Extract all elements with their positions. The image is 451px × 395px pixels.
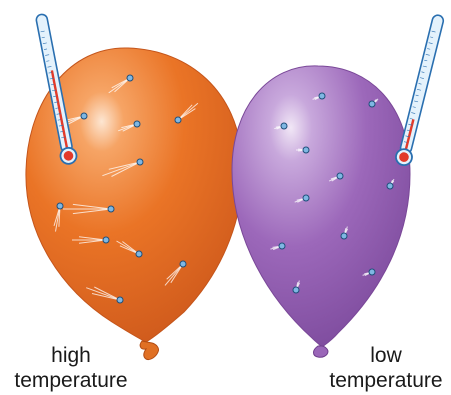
gas-particle-icon [280,122,288,130]
cold-particle-6 [386,178,395,190]
gas-particle-icon [336,172,344,180]
low-temperature-label: low temperature [316,343,451,393]
cold-particle-1 [312,92,326,101]
hot-motion-streak [177,102,199,121]
hot-particles [53,74,199,304]
hot-motion-streak [94,286,121,301]
gas-particle-icon [80,112,88,120]
gas-particle-icon [135,250,143,258]
cold-balloon-knot [313,345,329,358]
cold-particle-9 [270,242,286,251]
cold-balloon [231,65,411,358]
cold-particle-11 [292,280,301,294]
hot-particle-5 [102,158,144,177]
low-temperature-label-line2: temperature [329,369,443,392]
gas-particle-icon [126,74,134,82]
gas-particle-icon [302,194,310,202]
hot-motion-streak [86,287,121,301]
hot-particle-10 [164,260,187,286]
right-thermometer-icon [395,14,445,167]
cold-balloon-body [231,65,411,348]
high-temperature-label-line1: high [51,344,91,367]
hot-balloon-knot [139,340,159,360]
hot-motion-streak [108,77,131,94]
gas-particle-icon [102,236,110,244]
hot-motion-streak [111,161,141,177]
cold-particle-4 [296,146,310,154]
hot-motion-streak [164,263,184,286]
gas-particle-icon [340,232,348,240]
hot-motion-streak [72,208,112,215]
gas-particle-icon [278,242,286,250]
hot-motion-streak [78,239,107,244]
gas-particle-icon [174,116,182,124]
left-thermometer-icon [35,13,78,165]
cold-particle-5 [328,172,344,182]
gas-particle-icon [292,286,300,294]
hot-particle-7 [63,203,115,215]
high-temperature-label-line2: temperature [14,369,128,392]
high-temperature-label: high temperature [1,343,141,393]
gas-particle-icon [116,296,124,304]
hot-motion-streak [91,293,121,301]
hot-particle-1 [108,74,134,94]
gas-particle-icon [107,205,115,213]
hot-particle-6 [53,202,64,232]
gas-particle-icon [302,146,310,154]
gas-particle-icon [56,202,64,210]
cold-particle-10 [362,268,376,277]
gas-particle-icon [318,92,326,100]
hot-motion-streak [170,263,184,284]
hot-particle-8 [72,236,110,244]
hot-motion-streak [102,161,141,177]
hot-motion-streak [55,205,61,232]
gas-particle-icon [133,120,141,128]
gas-particle-icon [386,182,394,190]
cold-particle-7 [294,194,310,203]
hot-motion-streak [108,161,141,170]
cold-particles [270,92,395,294]
hot-particle-11 [86,286,124,304]
hot-motion-streak [72,203,112,210]
gas-particle-icon [368,100,376,108]
hot-particle-3 [118,120,141,132]
gas-particle-icon [368,268,376,276]
hot-motion-streak [78,236,107,241]
hot-particle-2 [63,112,88,125]
hot-particle-4 [174,102,199,124]
hot-motion-streak [116,240,140,255]
gas-particle-icon [179,260,187,268]
cold-particle-2 [368,98,379,108]
gas-particle-icon [136,158,144,166]
low-temperature-label-line1: low [370,344,402,367]
cold-particle-8 [340,226,349,240]
cold-particle-3 [274,122,288,130]
hot-particle-9 [116,240,143,258]
